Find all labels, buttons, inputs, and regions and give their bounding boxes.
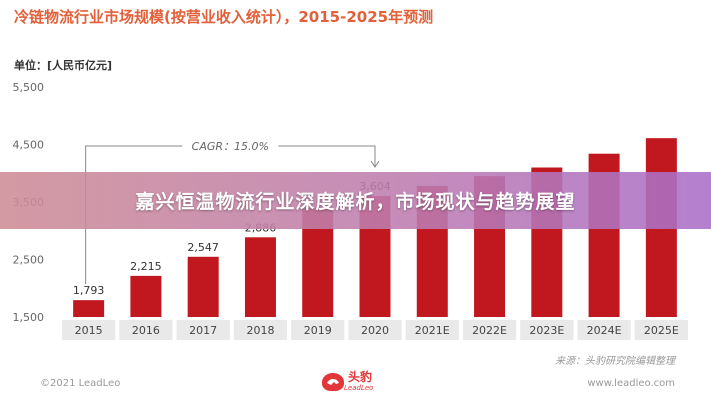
bar-data-label: 2,215 — [130, 260, 162, 273]
headline-text: 嘉兴恒温物流行业深度解析，市场现状与趋势展望 — [135, 191, 576, 213]
bar-data-label: 2,547 — [187, 241, 219, 254]
website-link[interactable]: www.leadleo.com — [587, 378, 675, 389]
y-tick-label: 4,500 — [13, 139, 45, 152]
x-tick-box — [291, 320, 345, 340]
leopard-logo-icon — [322, 372, 344, 391]
x-tick-box — [119, 320, 173, 340]
x-tick-box — [405, 320, 459, 340]
y-tick-label: 2,500 — [13, 254, 45, 267]
bar — [187, 256, 219, 317]
x-tick-box — [176, 320, 230, 340]
x-tick-label: 2023E — [529, 324, 564, 337]
x-tick-label: 2022E — [472, 324, 507, 337]
cagr-arrowhead — [370, 160, 380, 168]
y-tick-label: 1,500 — [13, 311, 45, 324]
x-tick-label: 2025E — [644, 324, 679, 337]
headline-banner: 嘉兴恒温物流行业深度解析，市场现状与趋势展望 — [0, 172, 711, 229]
bar — [73, 300, 105, 317]
x-tick-box — [634, 320, 688, 340]
source-note: 来源：头豹研究院编辑整理 — [555, 356, 675, 367]
cagr-label-bg — [182, 137, 279, 155]
x-tick-label: 2015 — [75, 324, 103, 337]
x-tick-label: 2024E — [587, 324, 622, 337]
x-tick-box — [62, 320, 116, 340]
bar — [130, 275, 162, 317]
cagr-label: CAGR：15.0% — [192, 140, 269, 153]
x-tick-box — [348, 320, 402, 340]
x-tick-label: 2018 — [246, 324, 274, 337]
x-tick-label: 2017 — [189, 324, 217, 337]
footer: ©2021 LeadLeo 头豹 LeadLeo www.leadleo.com — [0, 368, 711, 400]
leadleo-logo: 头豹 LeadLeo — [322, 371, 373, 392]
bar-data-label: 1,793 — [73, 284, 105, 297]
x-tick-box — [462, 320, 517, 340]
chart-title: 冷链物流行业市场规模(按营业收入统计），2015-2025年预测 — [14, 8, 434, 26]
unit-label: 单位：[人民币亿元] — [14, 59, 113, 72]
x-tick-box — [520, 320, 574, 340]
bar — [244, 237, 276, 317]
x-tick-box — [233, 320, 288, 340]
x-tick-label: 2019 — [304, 324, 332, 337]
x-tick-label: 2020 — [361, 324, 389, 337]
logo-text: 头豹 — [348, 370, 373, 384]
y-tick-label: 5,500 — [13, 81, 45, 94]
logo-subtext: LeadLeo — [344, 384, 374, 392]
x-tick-box — [577, 320, 631, 340]
x-tick-label: 2021E — [415, 324, 450, 337]
x-tick-label: 2016 — [132, 324, 160, 337]
copyright-text: ©2021 LeadLeo — [40, 378, 121, 389]
